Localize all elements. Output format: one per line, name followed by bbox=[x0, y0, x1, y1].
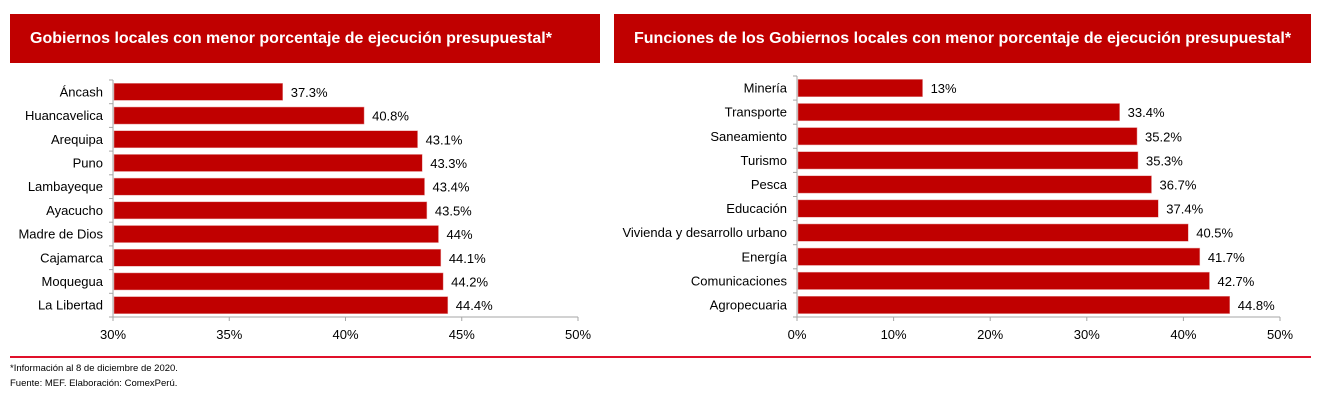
data-label: 44.1% bbox=[449, 251, 486, 266]
x-tick-label: 0% bbox=[788, 327, 807, 342]
bar bbox=[113, 272, 444, 291]
data-label: 35.3% bbox=[1146, 153, 1183, 168]
x-tick-label: 30% bbox=[100, 327, 126, 342]
data-label: 36.7% bbox=[1160, 177, 1197, 192]
category-label: Cajamarca bbox=[40, 250, 104, 265]
data-label: 40.8% bbox=[372, 109, 409, 124]
category-label: Pesca bbox=[751, 177, 788, 192]
bar bbox=[797, 271, 1210, 290]
x-tick-label: 50% bbox=[1267, 327, 1293, 342]
bar bbox=[797, 127, 1138, 146]
data-label: 44.2% bbox=[451, 274, 488, 289]
right-chart-title: Funciones de los Gobiernos locales con m… bbox=[614, 14, 1311, 63]
category-label: Comunicaciones bbox=[691, 273, 788, 288]
data-label: 40.5% bbox=[1196, 226, 1233, 241]
data-label: 44.8% bbox=[1238, 298, 1275, 313]
data-label: 44.4% bbox=[456, 298, 493, 313]
data-label: 44% bbox=[447, 227, 473, 242]
left-chart-title: Gobiernos locales con menor porcentaje d… bbox=[10, 14, 600, 63]
category-label: Arequipa bbox=[51, 132, 104, 147]
x-tick-label: 35% bbox=[216, 327, 242, 342]
category-label: Ayacucho bbox=[46, 203, 103, 218]
left-bar-chart: Áncash 37.3% Huancavelica 40.8% Arequipa 43.1… bbox=[18, 79, 591, 342]
category-label: Agropecuaria bbox=[710, 297, 788, 312]
right-bar-chart: Minería 13% Transporte 33.4% Saneamiento 35.2… bbox=[622, 75, 1293, 342]
x-tick-label: 30% bbox=[1074, 327, 1100, 342]
data-label: 35.2% bbox=[1145, 129, 1182, 144]
bar bbox=[113, 248, 442, 267]
bar bbox=[797, 103, 1120, 122]
bar bbox=[797, 175, 1152, 194]
category-label: Vivienda y desarrollo urbano bbox=[622, 225, 787, 240]
bar bbox=[113, 177, 425, 196]
footnote: *Información al 8 de diciembre de 2020. bbox=[10, 363, 178, 374]
data-label: 33.4% bbox=[1128, 105, 1165, 120]
x-tick-label: 45% bbox=[449, 327, 475, 342]
category-label: Lambayeque bbox=[28, 179, 103, 194]
footer-divider bbox=[10, 356, 1311, 358]
category-label: Educación bbox=[726, 201, 787, 216]
bar bbox=[113, 201, 428, 220]
bar bbox=[797, 151, 1139, 170]
bar bbox=[797, 79, 923, 97]
data-label: 41.7% bbox=[1208, 250, 1245, 265]
bar bbox=[113, 225, 439, 243]
category-label: Huancavelica bbox=[25, 108, 104, 123]
bar bbox=[797, 199, 1159, 218]
x-tick-label: 10% bbox=[881, 327, 907, 342]
bar bbox=[797, 247, 1201, 266]
data-label: 43.1% bbox=[426, 132, 463, 147]
bar bbox=[797, 296, 1231, 314]
x-tick-label: 40% bbox=[332, 327, 358, 342]
category-label: La Libertad bbox=[38, 298, 103, 313]
source-note: Fuente: MEF. Elaboración: ComexPerú. bbox=[10, 378, 178, 389]
category-label: Turismo bbox=[741, 153, 787, 168]
x-tick-label: 40% bbox=[1170, 327, 1196, 342]
category-label: Moquegua bbox=[42, 274, 104, 289]
category-label: Energía bbox=[741, 249, 787, 264]
data-label: 37.4% bbox=[1166, 202, 1203, 217]
bar bbox=[113, 83, 283, 101]
bar bbox=[113, 154, 423, 172]
x-tick-label: 20% bbox=[977, 327, 1003, 342]
category-label: Madre de Dios bbox=[18, 227, 103, 242]
bar bbox=[113, 296, 449, 314]
data-label: 43.5% bbox=[435, 203, 472, 218]
data-label: 37.3% bbox=[291, 85, 328, 100]
category-label: Áncash bbox=[60, 84, 103, 99]
data-label: 43.4% bbox=[433, 180, 470, 195]
category-label: Puno bbox=[73, 155, 103, 170]
data-label: 42.7% bbox=[1217, 274, 1254, 289]
category-label: Saneamiento bbox=[710, 129, 787, 144]
bar bbox=[113, 106, 365, 125]
data-label: 13% bbox=[931, 81, 957, 96]
category-label: Transporte bbox=[725, 105, 787, 120]
bar bbox=[113, 130, 418, 149]
bar bbox=[797, 223, 1189, 242]
category-label: Minería bbox=[744, 81, 788, 96]
data-label: 43.3% bbox=[430, 156, 467, 171]
x-tick-label: 50% bbox=[565, 327, 591, 342]
